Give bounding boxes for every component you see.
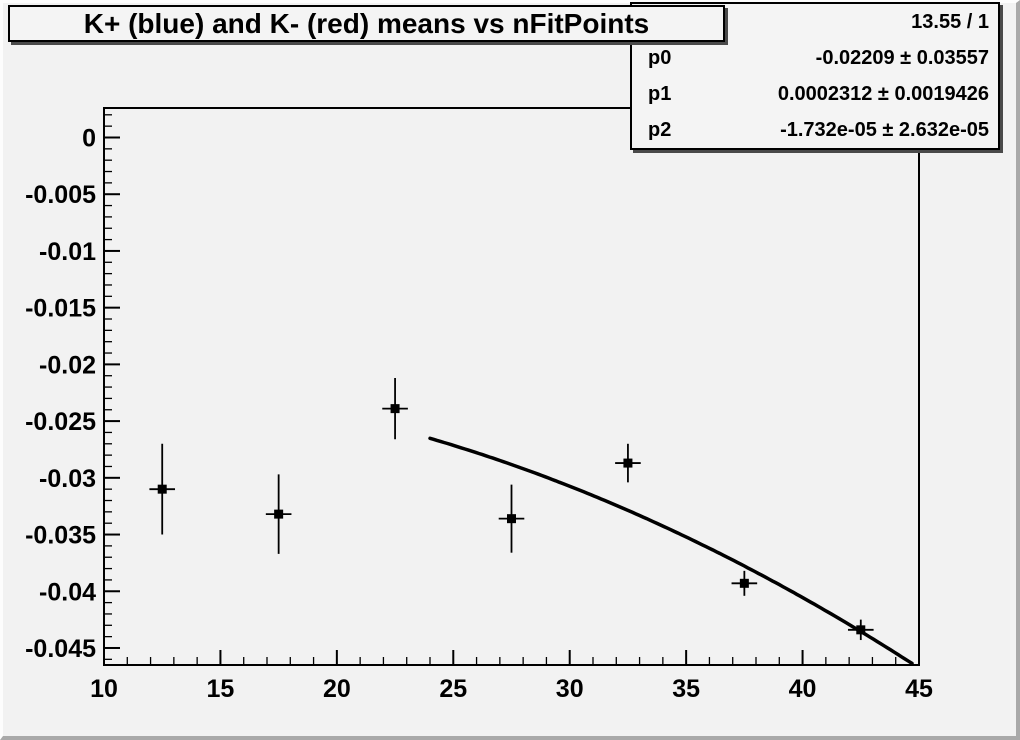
y-tick-label: -0.035 [25, 522, 96, 550]
x-tick-label: 25 [439, 675, 467, 703]
y-tick-label: -0.03 [39, 465, 96, 493]
y-tick-label: 0 [82, 124, 96, 152]
y-tick-label: -0.025 [25, 408, 96, 436]
y-tick-label: -0.04 [39, 578, 96, 606]
x-tick-label: 20 [323, 675, 351, 703]
page-title: K+ (blue) and K- (red) means vs nFitPoin… [83, 7, 650, 39]
data-point [274, 509, 284, 519]
param-label: p1 [648, 82, 672, 105]
data-point [623, 458, 633, 468]
stats-row-p0: p0 -0.02209 ± 0.03557 [632, 40, 998, 76]
x-tick-label: 15 [207, 675, 235, 703]
y-tick-label: -0.02 [39, 351, 96, 379]
param-label: p2 [648, 118, 672, 141]
param-value: 0.0002312 ± 0.0019426 [777, 82, 989, 105]
y-tick-label: -0.005 [25, 181, 96, 209]
data-point [157, 484, 167, 494]
x-tick-label: 40 [789, 675, 817, 703]
y-tick-label: -0.045 [25, 635, 96, 663]
data-point [739, 578, 749, 588]
data-point [507, 514, 516, 524]
param-label: p0 [648, 46, 672, 69]
x-tick-label: 45 [905, 675, 933, 703]
stats-row-chi2: 13.55 / 1 [632, 4, 998, 40]
fit-curve [428, 436, 914, 666]
plot-frame [103, 107, 920, 666]
title-box[interactable]: K+ (blue) and K- (red) means vs nFitPoin… [8, 5, 725, 42]
stats-row-p1: p1 0.0002312 ± 0.0019426 [632, 76, 998, 112]
y-tick-label: -0.015 [25, 295, 96, 323]
x-tick-label: 35 [672, 675, 700, 703]
x-tick-label: 30 [556, 675, 584, 703]
data-point [856, 625, 866, 635]
chi2-value: 13.55 / 1 [911, 10, 989, 33]
param-value: -1.732e-05 ± 2.632e-05 [780, 118, 989, 141]
stats-row-p2: p2 -1.732e-05 ± 2.632e-05 [632, 112, 998, 148]
y-tick-label: -0.01 [39, 238, 96, 266]
x-tick-label: 10 [90, 675, 118, 703]
param-value: -0.02209 ± 0.03557 [815, 46, 989, 69]
data-point [390, 404, 400, 414]
